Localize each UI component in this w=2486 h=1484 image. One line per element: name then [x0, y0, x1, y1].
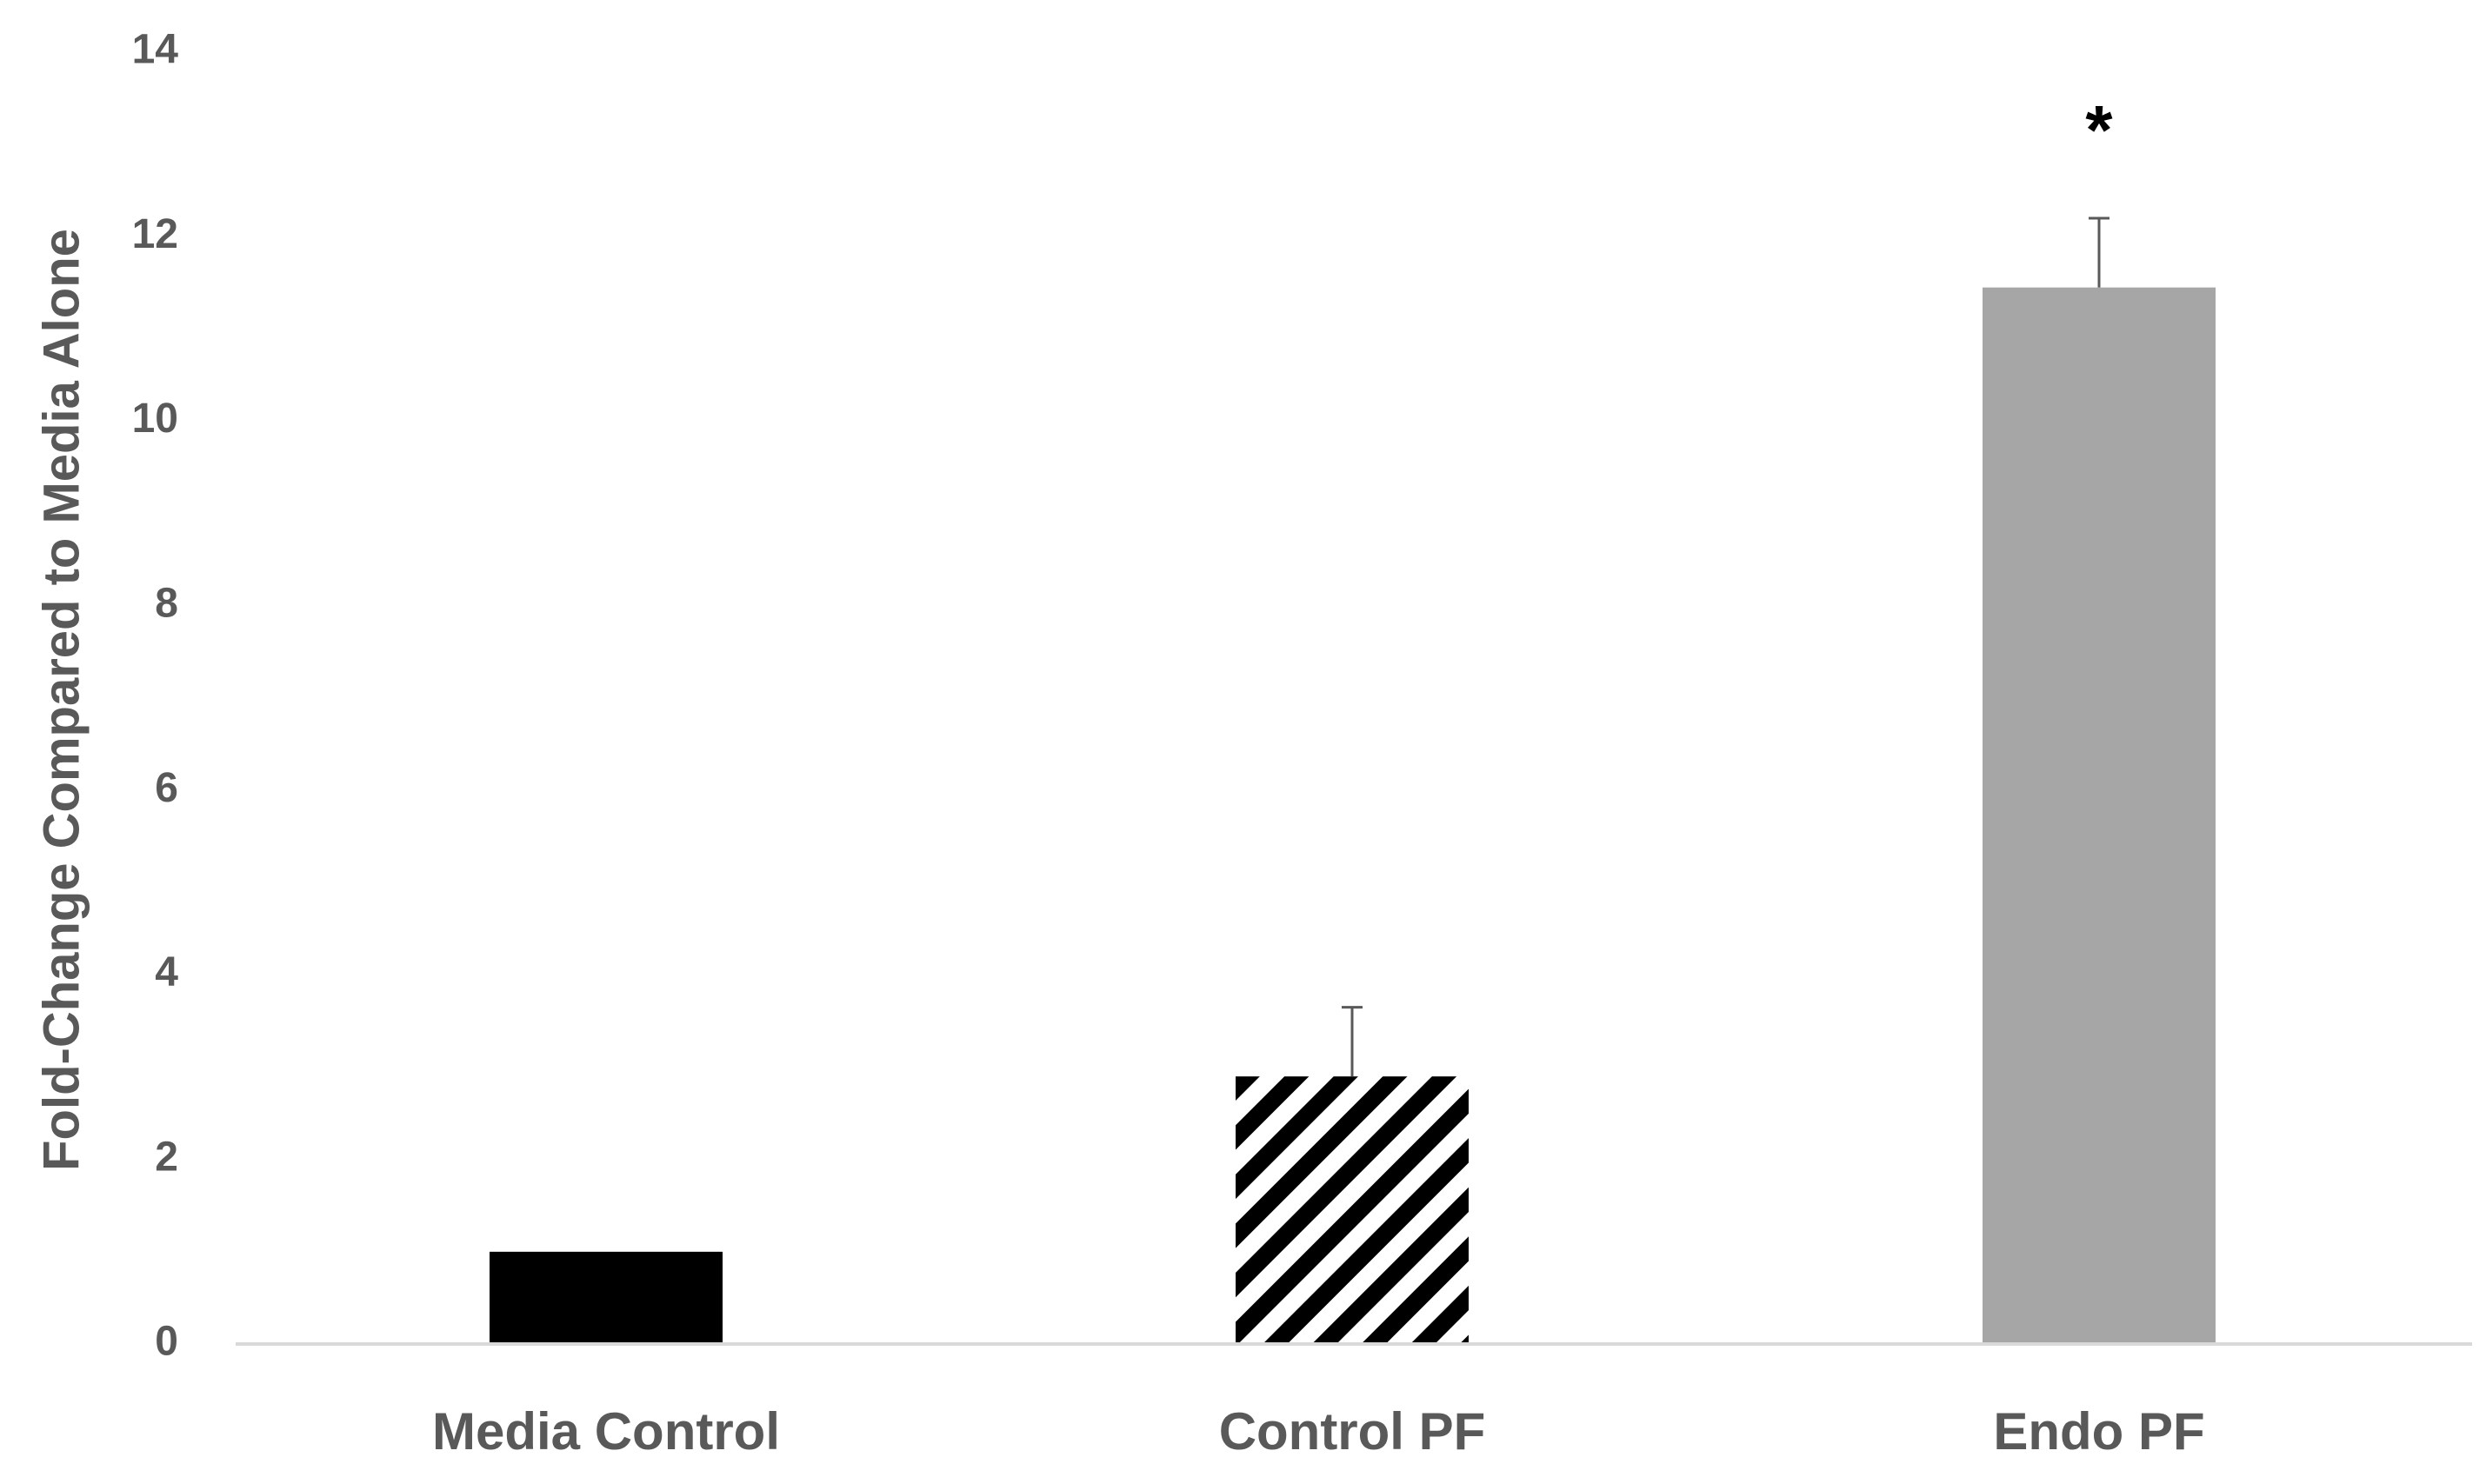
x-tick-label: Control PF: [1219, 1402, 1486, 1461]
x-tick-label: Media Control: [432, 1402, 780, 1461]
significance-marker: *: [2085, 91, 2113, 169]
bar: [490, 1251, 723, 1344]
y-tick-label: 2: [155, 1134, 178, 1180]
bar: [1983, 287, 2216, 1344]
y-tick-label: 0: [155, 1319, 178, 1365]
y-tick-label: 4: [155, 949, 178, 995]
y-tick-label: 12: [132, 211, 178, 257]
y-tick-label: 14: [132, 27, 179, 73]
y-axis-title: Fold-Change Compared to Media Alone: [33, 229, 90, 1171]
bar: [1236, 1076, 1469, 1344]
y-tick-label: 6: [155, 765, 178, 811]
x-tick-label: Endo PF: [1993, 1402, 2204, 1461]
y-tick-label: 10: [132, 396, 178, 442]
y-tick-label: 8: [155, 581, 178, 627]
